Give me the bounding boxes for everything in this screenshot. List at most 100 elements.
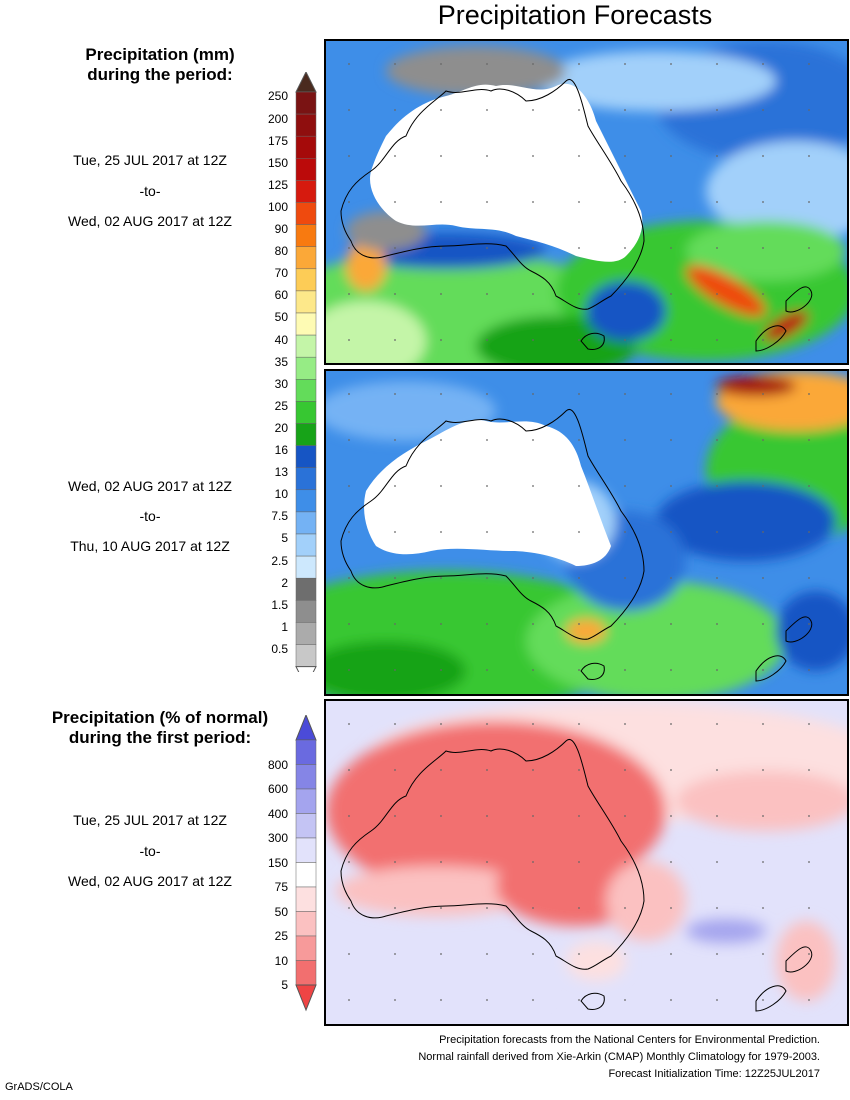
mm-scale-label: 90 — [274, 222, 288, 237]
mm-scale-swatch — [295, 622, 317, 645]
mm-scale-swatch — [295, 533, 317, 557]
mm-scale-label: 100 — [267, 199, 288, 214]
pct-scale-top-arrow — [295, 715, 317, 741]
mm-scale-label: 5 — [281, 531, 288, 546]
mm-scale-swatch — [295, 445, 317, 468]
pct-scale-swatch — [295, 739, 317, 765]
pct-scale-label: 25 — [274, 929, 288, 943]
mm-scale-swatch — [295, 158, 317, 181]
pct-scale-swatch — [295, 764, 317, 790]
period2-end: Thu, 10 AUG 2017 at 12Z — [70, 538, 230, 554]
mm-scale-label: 7.5 — [271, 509, 288, 524]
mm-scale-svg — [295, 72, 317, 672]
pct-scale-swatch — [295, 862, 317, 888]
mm-scale-label: 25 — [274, 398, 288, 413]
first-period-end: Wed, 02 AUG 2017 at 12Z — [68, 873, 232, 889]
mm-scale-swatch — [295, 467, 317, 491]
mm-scale-swatch — [295, 224, 317, 247]
footer-notes: Precipitation forecasts from the Nationa… — [220, 1032, 820, 1083]
mm-scale-label: 2 — [281, 575, 288, 590]
grads-credit: GrADS/COLA — [5, 1081, 73, 1093]
mm-scale-swatch — [295, 135, 317, 159]
period2-sep: -to- — [139, 508, 161, 524]
mm-scale-swatch — [295, 555, 317, 579]
mm-scale-swatch — [295, 180, 317, 203]
pct-scale-swatch — [295, 886, 317, 912]
pct-scale-label: 600 — [267, 782, 288, 796]
mm-scale-label: 20 — [274, 420, 288, 435]
mm-scale-label: 2.5 — [271, 553, 288, 568]
map-panel-period2 — [324, 369, 849, 696]
pct-scale-svg — [295, 715, 317, 1012]
first-period-start: Tue, 25 JUL 2017 at 12Z — [73, 812, 227, 828]
precip-mm-heading: Precipitation (mm) during the period: — [85, 45, 235, 84]
map-percent-normal — [326, 701, 847, 1024]
mm-scale-label: 13 — [274, 465, 288, 480]
pct-scale-label: 50 — [274, 904, 288, 919]
footer-line-climatology: Normal rainfall derived from Xie-Arkin (… — [418, 1051, 820, 1063]
pct-scale-label: 75 — [274, 880, 288, 894]
mm-scale-label: 10 — [274, 487, 288, 502]
mm-scale-label: 150 — [267, 155, 288, 170]
mm-scale-label: 125 — [267, 177, 288, 192]
mm-scale-swatch — [295, 312, 317, 336]
pct-scale-label: 400 — [267, 806, 288, 821]
pct-scale-swatch — [295, 813, 317, 839]
mm-scale-label: 200 — [267, 111, 288, 126]
mm-scale-bottom-arrow — [295, 666, 317, 672]
mm-scale-label: 0.5 — [271, 641, 288, 656]
pct-scale-label: 300 — [267, 831, 288, 845]
mm-scale-label: 1 — [281, 619, 288, 634]
mm-scale-label: 80 — [274, 244, 288, 259]
mm-scale-swatch — [295, 577, 317, 601]
mm-scale-swatch — [295, 290, 317, 314]
page-title: Precipitation Forecasts — [437, 0, 713, 30]
pct-scale-label: 800 — [267, 757, 288, 772]
mm-scale-label: 1.5 — [271, 597, 288, 612]
mm-scale-label: 40 — [274, 332, 288, 347]
mm-scale-swatch — [295, 600, 317, 623]
pct-scale-swatch — [295, 837, 317, 863]
map-period2 — [326, 371, 847, 694]
first-period-sep: -to- — [139, 843, 161, 859]
map-period1 — [326, 41, 847, 363]
mm-scale-swatch — [295, 202, 317, 225]
footer-line-source: Precipitation forecasts from the Nationa… — [439, 1034, 820, 1046]
mm-scale-label: 175 — [267, 133, 288, 148]
mm-scale-swatch — [295, 91, 317, 115]
mm-scale-swatch — [295, 379, 317, 402]
mm-scale-top-arrow — [295, 72, 317, 93]
period2-start: Wed, 02 AUG 2017 at 12Z — [68, 478, 232, 494]
period1-end: Wed, 02 AUG 2017 at 12Z — [68, 213, 232, 229]
mm-scale-swatch — [295, 268, 317, 292]
mm-scale-label: 70 — [274, 266, 288, 281]
pct-scale-label: 150 — [267, 855, 288, 870]
mm-scale-label: 60 — [274, 288, 288, 303]
mm-scale-label: 30 — [274, 376, 288, 391]
mm-scale-label: 50 — [274, 310, 288, 325]
pct-scale-label: 10 — [274, 953, 288, 968]
map-panel-period1 — [324, 39, 849, 365]
pct-scale-swatch — [295, 911, 317, 937]
pct-scale-swatch — [295, 960, 317, 986]
map-panel-percent-normal — [324, 699, 849, 1026]
mm-scale-swatch — [295, 489, 317, 513]
mm-scale-swatch — [295, 423, 317, 446]
footer-line-init-time: Forecast Initialization Time: 12Z25JUL20… — [608, 1068, 820, 1080]
mm-scale-swatch — [295, 511, 317, 535]
mm-scale-label: 16 — [274, 443, 288, 458]
precip-percent-colorbar: 800 600 400 300 150 75 50 25 10 5 — [240, 715, 320, 1015]
precip-percent-heading: Precipitation (% of normal) during the f… — [51, 708, 269, 747]
mm-scale-swatch — [295, 644, 317, 667]
period1-sep: -to- — [139, 183, 161, 199]
pct-scale-bottom-arrow — [295, 984, 317, 1012]
pct-scale-label: 5 — [281, 978, 288, 992]
pct-scale-swatch — [295, 935, 317, 961]
period1-start: Tue, 25 JUL 2017 at 12Z — [73, 152, 227, 168]
mm-scale-swatch — [295, 401, 317, 424]
precip-mm-colorbar: 250 200 175 150 125 100 90 80 70 60 50 40 35 30 25 20 16… — [240, 72, 320, 672]
mm-scale-swatch — [295, 334, 317, 358]
mm-scale-swatch — [295, 246, 317, 270]
mm-scale-label: 250 — [267, 89, 288, 104]
mm-scale-label: 35 — [274, 354, 288, 369]
